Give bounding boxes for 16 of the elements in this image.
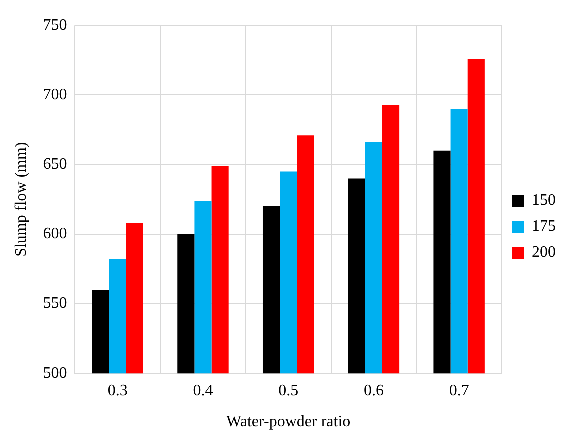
y-tick-label: 700: [43, 86, 68, 104]
x-tick-label: 0.3: [108, 382, 128, 400]
x-tick-label: 0.7: [449, 382, 470, 400]
legend-label: 175: [532, 218, 556, 236]
y-tick-label: 750: [43, 16, 68, 34]
y-tick-label: 600: [43, 226, 68, 243]
y-tick-label: 500: [43, 364, 68, 382]
legend-label: 150: [532, 192, 556, 210]
x-axis-title: Water-powder ratio: [226, 414, 351, 431]
x-tick-label: 0.5: [278, 382, 299, 400]
y-tick-label: 550: [43, 295, 68, 312]
x-tick-label: 0.6: [364, 382, 384, 400]
y-axis-title: Slump flow (mm): [12, 142, 30, 257]
x-tick-label: 0.4: [193, 382, 214, 400]
y-tick-label: 650: [43, 156, 68, 174]
legend-label: 200: [532, 244, 556, 262]
